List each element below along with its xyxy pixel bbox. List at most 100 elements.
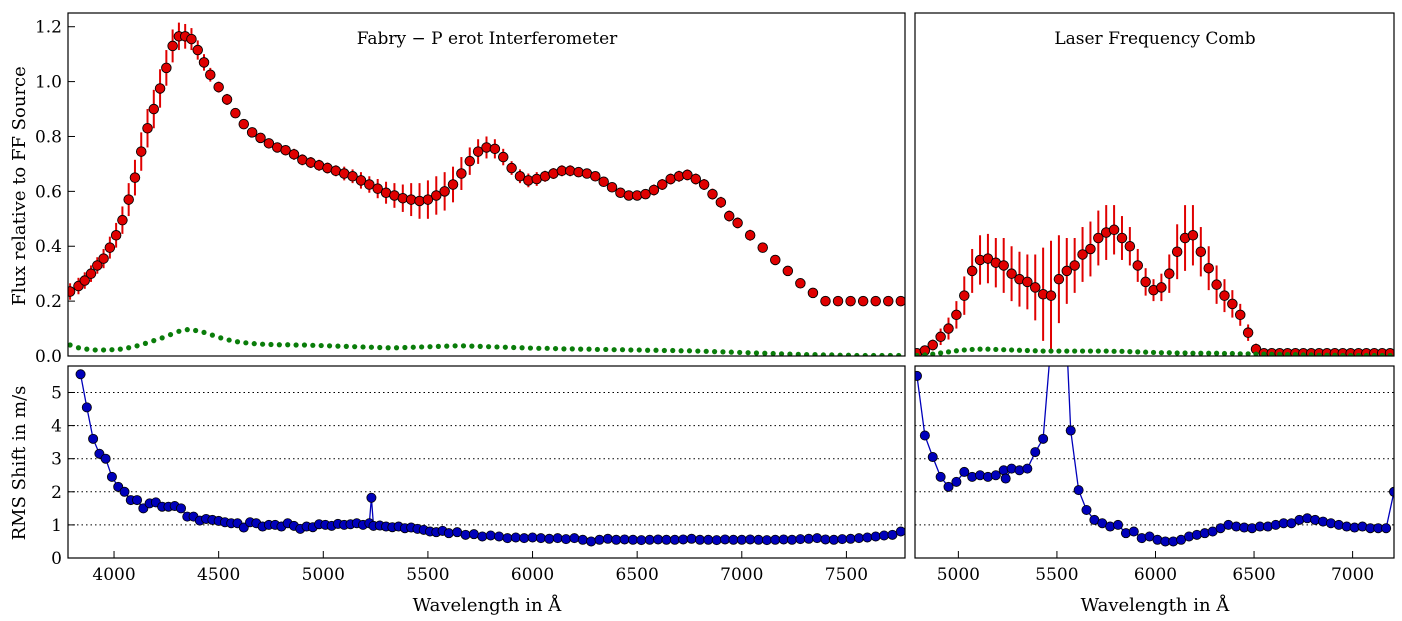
- rms-point: [879, 530, 890, 541]
- flux-point: [1171, 246, 1183, 257]
- rms-point: [895, 526, 905, 537]
- flux-point: [238, 118, 250, 130]
- ff-source-point: [360, 344, 366, 350]
- flux-point: [1242, 327, 1254, 338]
- flux-point: [148, 103, 160, 115]
- flux-point: [598, 176, 609, 188]
- ff-source-point: [1340, 352, 1346, 356]
- y-tick-label: 0.0: [35, 347, 62, 367]
- axes-frame: [914, 12, 1395, 357]
- ff-source-point: [1387, 352, 1393, 356]
- x-tick-label: 6500: [616, 565, 659, 585]
- flux-point: [682, 169, 693, 181]
- axes-frame: [67, 12, 906, 357]
- lfc-flux-panel: [914, 12, 1395, 357]
- ff-source-point: [435, 343, 441, 349]
- ff-source-point: [536, 345, 542, 351]
- flux-point: [1061, 265, 1073, 277]
- rms-point: [990, 470, 1001, 481]
- ff-source-point: [645, 347, 651, 353]
- flux-point: [1156, 282, 1167, 293]
- ff-source-point: [711, 349, 718, 355]
- ff-source-point: [871, 352, 877, 356]
- rms-point: [828, 534, 839, 545]
- x-tick-label: 4000: [92, 565, 135, 585]
- flux-point: [757, 242, 768, 253]
- rms-point: [803, 533, 814, 544]
- ff-source-point: [511, 344, 517, 351]
- flux-point: [167, 40, 178, 52]
- flux-point: [439, 186, 450, 197]
- rms-point: [1128, 526, 1139, 537]
- ff-source-point: [561, 346, 567, 352]
- rms-point: [175, 503, 186, 514]
- ff-source-point: [1095, 348, 1101, 354]
- flux-point: [698, 179, 710, 190]
- ff-source-point: [1072, 348, 1078, 354]
- flux-point: [447, 179, 459, 190]
- flux-point: [606, 181, 618, 193]
- ff-source-point: [1174, 350, 1180, 356]
- rms-point: [477, 531, 488, 542]
- flux-point: [472, 146, 484, 157]
- y-tick-label: 4: [51, 417, 62, 437]
- ff-source-point: [1056, 348, 1062, 354]
- ff-source-point: [1048, 348, 1054, 354]
- flux-point: [723, 210, 735, 222]
- ff-source-point: [1127, 349, 1133, 355]
- rms-point: [753, 534, 764, 545]
- ff-source-point: [586, 346, 592, 352]
- rms-point: [366, 492, 377, 503]
- ff-source-point: [285, 342, 291, 348]
- flux-point: [857, 295, 869, 307]
- rms-point: [1381, 523, 1392, 534]
- ff-source-point: [670, 347, 676, 354]
- ff-source-point: [1119, 348, 1125, 354]
- ff-source-point: [1016, 347, 1023, 353]
- y-tick-label: 1.2: [35, 18, 62, 38]
- flux-point: [845, 295, 856, 307]
- y-tick-label: 2: [51, 483, 62, 503]
- ff-source-point: [945, 349, 952, 355]
- flux-point: [1029, 282, 1041, 293]
- ff-source-point: [1371, 352, 1377, 356]
- ff-source-point: [703, 348, 709, 354]
- ff-source-point: [985, 346, 991, 352]
- flux-point: [135, 146, 147, 157]
- plot-area: [915, 205, 1394, 356]
- ff-source-point: [251, 341, 257, 347]
- rms-point: [1030, 447, 1041, 458]
- y-tick-label: 1: [51, 516, 62, 536]
- rms-point: [745, 534, 756, 545]
- rms-point: [686, 533, 697, 544]
- ff-source-point: [1221, 350, 1228, 356]
- x-tick-label: 6500: [1232, 565, 1275, 585]
- ff-source-point: [1324, 352, 1330, 356]
- flux-point: [895, 295, 905, 307]
- ff-source-point: [377, 344, 383, 351]
- rms-point: [519, 533, 530, 544]
- ff-source-point: [787, 351, 793, 356]
- rms-point: [669, 534, 680, 545]
- rms-point: [678, 534, 689, 545]
- rms-point: [443, 528, 454, 539]
- ff-source-point: [519, 345, 525, 351]
- plot-area: [68, 22, 905, 356]
- flux-point: [68, 286, 76, 297]
- ff-source-point: [795, 351, 801, 356]
- flux-point: [715, 197, 727, 208]
- ff-source-point: [695, 348, 701, 354]
- x-tick-label: 7500: [825, 565, 868, 585]
- flux-point: [1108, 224, 1120, 236]
- flux-point: [1053, 273, 1065, 285]
- ff-source-point: [770, 350, 776, 356]
- rms-point: [527, 532, 538, 543]
- ff-source-point: [1269, 351, 1275, 356]
- ff-source-point: [1135, 349, 1141, 355]
- ff-source-point: [218, 335, 224, 341]
- ff-source-point: [1245, 351, 1251, 356]
- flux-point: [288, 149, 300, 160]
- fp-flux-panel: 0.0 0.2 0.4 0.6 0.8 1.0 1.2: [35, 12, 906, 367]
- rms-point: [494, 531, 505, 542]
